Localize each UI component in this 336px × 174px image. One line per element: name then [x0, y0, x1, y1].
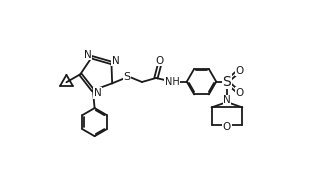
Text: N: N	[84, 50, 91, 60]
Text: N: N	[94, 88, 101, 98]
Text: N: N	[112, 56, 120, 66]
Text: O: O	[236, 88, 244, 98]
Text: S: S	[222, 75, 231, 89]
Text: O: O	[155, 56, 163, 66]
Text: NH: NH	[165, 77, 179, 87]
Text: O: O	[223, 121, 231, 132]
Text: N: N	[223, 95, 231, 105]
Text: S: S	[123, 72, 130, 82]
Text: O: O	[236, 66, 244, 76]
